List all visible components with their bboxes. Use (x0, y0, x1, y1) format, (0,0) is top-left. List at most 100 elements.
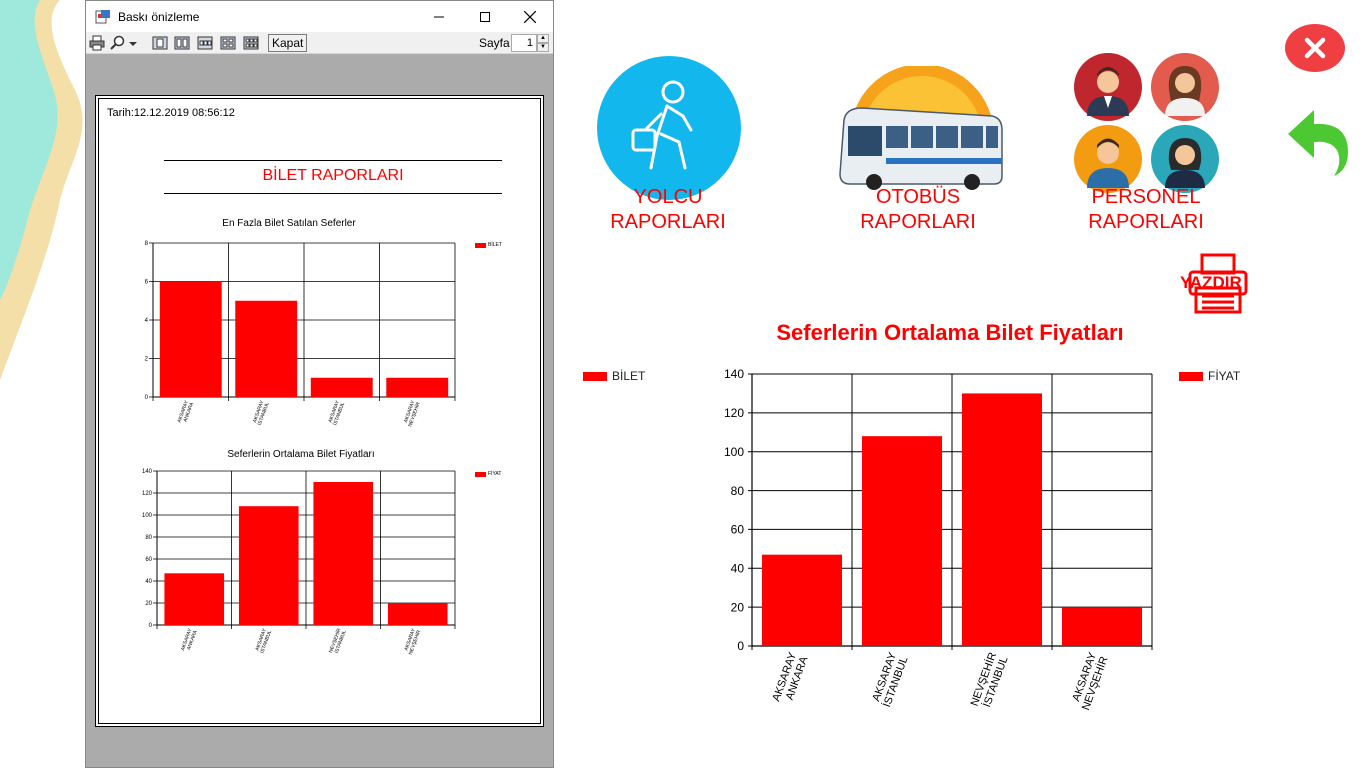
zoom-dropdown-chevron-icon[interactable] (128, 35, 138, 51)
six-pages-icon[interactable] (243, 35, 259, 51)
page-down-button[interactable]: ▼ (537, 43, 549, 52)
tickets-bar-chart: 0 2 4 6 8 AKSARAYANKARA AKSARAYİSTANBUL AKSARAY… (145, 241, 456, 428)
y-tick-label: 60 (731, 523, 745, 537)
print-button[interactable] (1178, 252, 1258, 316)
x-tick-label: AKSARAYİSTANBUL (252, 399, 271, 426)
yolcu-reports-label[interactable]: YOLCU RAPORLARI (610, 186, 726, 233)
bar (313, 482, 374, 625)
main-chart-title: Seferlerin Ortalama Bilet Fiyatları (776, 320, 1124, 345)
y-tick-label: 0 (145, 395, 149, 401)
y-tick-label: 0 (149, 623, 153, 629)
legend-label: BİLET (612, 369, 646, 383)
y-tick-label: 100 (142, 513, 153, 519)
maximize-button[interactable] (462, 1, 508, 32)
chart2-legend: FİYAT (475, 471, 501, 477)
y-tick-label: 4 (145, 318, 149, 324)
print-preview-window: Baskı önizleme (85, 0, 554, 768)
y-tick-label: 20 (145, 601, 152, 607)
preview-title-bar: Baskı önizleme (86, 1, 553, 32)
bar (962, 393, 1042, 646)
prices-bar-chart: 0 20 40 60 80 100 120 140 AKSARAYANKARA AKSARAYİS… (142, 469, 456, 656)
bus-icon (839, 107, 1003, 190)
main-chart-legend: FİYAT (1179, 369, 1240, 383)
legend-label: FİYAT (1208, 369, 1241, 383)
y-tick-label: 80 (145, 535, 152, 541)
one-page-icon[interactable] (152, 35, 168, 51)
chart2-title: Seferlerin Ortalama Bilet Fiyatları (227, 449, 375, 460)
y-tick-label: 120 (724, 406, 744, 420)
left-chart-legend: BİLET (583, 369, 645, 383)
bar (235, 300, 298, 397)
traveler-icon (631, 80, 693, 170)
main-bar-chart: 0 20 40 60 80 100 120 140 AKSARAYANKARA AKSARAYİS… (724, 367, 1153, 712)
y-tick-label: 20 (731, 600, 745, 614)
x-tick-label: AKSARAYNEVŞEHİR (403, 627, 423, 656)
bar (164, 573, 225, 625)
printer-icon (1188, 253, 1248, 314)
legend-swatch (583, 371, 607, 381)
page-border: Tarih:12.12.2019 08:56:12 BİLET RAPORLAR… (98, 98, 541, 724)
report-title: BİLET RAPORLARI (262, 167, 404, 184)
four-pages-icon[interactable] (220, 35, 236, 51)
page-number-input[interactable]: 1 (511, 34, 537, 52)
x-tick-label: AKSARAYİSTANBUL (254, 627, 273, 654)
yolcu-reports-button[interactable] (597, 56, 741, 200)
title-rule-bottom (164, 193, 502, 194)
back-button[interactable] (1284, 108, 1350, 178)
x-tick-label: AKSARAYANKARA (176, 399, 195, 425)
page-up-button[interactable]: ▲ (537, 34, 549, 43)
bar (310, 377, 373, 397)
close-icon (524, 10, 536, 23)
y-tick-label: 140 (142, 469, 153, 475)
x-tick-label: AKSARAYANKARA (180, 627, 199, 653)
close-icon (1304, 37, 1326, 59)
y-tick-label: 140 (724, 367, 744, 381)
print-date: Tarih:12.12.2019 08:56:12 (107, 107, 235, 119)
bus-reports-button[interactable] (836, 66, 1006, 190)
maximize-icon (480, 11, 490, 22)
legend-swatch (475, 471, 486, 477)
x-tick-label: AKSARAYNEVŞEHİR (1069, 650, 1111, 712)
staff-reports-button[interactable] (1073, 52, 1223, 194)
title-rule-top (164, 160, 502, 161)
minimize-button[interactable] (416, 1, 462, 32)
y-tick-label: 6 (145, 280, 149, 286)
legend-swatch (1179, 371, 1203, 381)
preview-title: Baskı önizleme (118, 9, 200, 24)
y-tick-label: 60 (145, 557, 152, 563)
bar (1062, 607, 1142, 646)
background-decoration (0, 0, 83, 380)
staff-avatars-icon (1074, 53, 1219, 193)
print-label[interactable]: YAZDIR (1180, 273, 1242, 292)
legend-swatch (475, 242, 486, 248)
window-close-button[interactable] (507, 1, 553, 32)
x-tick-label: AKSARAYNEVŞEHİR (402, 399, 422, 428)
legend-label: FİYAT (488, 471, 502, 477)
two-pages-icon[interactable] (174, 35, 190, 51)
bar (387, 603, 448, 625)
close-button[interactable] (1285, 24, 1345, 72)
minimize-icon (434, 16, 444, 17)
chart1-legend: BİLET (475, 242, 502, 248)
bus-reports-label[interactable]: OTOBÜS RAPORLARI (860, 186, 976, 233)
three-pages-icon[interactable] (197, 35, 213, 51)
x-tick-label: AKSARAYİSTANBUL (870, 650, 911, 709)
undo-arrow-icon (1288, 110, 1348, 176)
y-tick-label: 8 (145, 241, 149, 247)
y-tick-label: 2 (145, 357, 149, 363)
bar (238, 506, 299, 625)
bar (386, 377, 449, 397)
bar (862, 436, 942, 646)
x-tick-label: NEVŞEHİRİSTANBUL (327, 627, 348, 656)
preview-close-button[interactable]: Kapat (268, 34, 308, 52)
x-tick-label: NEVŞEHİRİSTANBUL (968, 650, 1011, 711)
staff-reports-label[interactable]: PERSONEL RAPORLARI (1088, 186, 1204, 233)
x-tick-label: AKSARAYİSTANBUL (327, 399, 346, 426)
bar (762, 554, 842, 646)
print-icon[interactable] (89, 35, 105, 51)
page-label: Sayfa (479, 36, 510, 50)
y-tick-label: 120 (142, 491, 153, 497)
y-tick-label: 100 (724, 445, 744, 459)
zoom-icon[interactable] (110, 35, 126, 51)
